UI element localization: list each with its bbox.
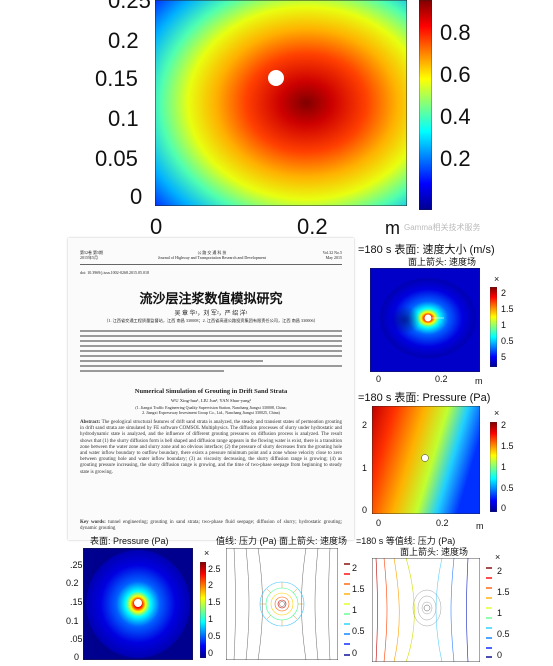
pressure-contour-field xyxy=(372,558,480,662)
colorbar-tick: 0 xyxy=(208,648,214,658)
affiliation-cn: （1. 江西省交通工程质量监督站，江西 南昌 330008；2. 江西省高速公路… xyxy=(104,318,318,323)
x-tick-label: 0 xyxy=(376,374,382,384)
y-tick-label: 0.15 xyxy=(95,66,138,91)
abstract-cn xyxy=(80,330,342,375)
colorbar-multiplier: × xyxy=(494,408,500,418)
plot-subtitle: 面上箭头: 速度场 xyxy=(408,257,477,267)
colorbar-tick: 0.5 xyxy=(497,629,510,639)
colorbar-tick: 1 xyxy=(501,320,507,330)
contour-legend xyxy=(486,567,492,658)
paper-title-cn: 流沙层注浆数值模拟研究 xyxy=(139,292,283,307)
y-tick-label: 0.2 xyxy=(108,28,139,53)
y-tick-label: .15 xyxy=(70,597,83,607)
y-tick-label: 0 xyxy=(130,184,143,209)
top-colorbar xyxy=(419,0,432,210)
y-tick-label: 1 xyxy=(362,463,368,473)
colorbar-tick: 1.5 xyxy=(497,587,510,597)
colorbar-tick: 0.5 xyxy=(501,336,514,346)
x-axis-unit: m xyxy=(475,376,483,386)
colorbar-tick: 1.5 xyxy=(501,441,514,451)
colorbar-tick: 2 xyxy=(352,563,358,573)
y-tick-label: 0.25 xyxy=(108,0,151,13)
colorbar-tick: 2 xyxy=(208,580,214,590)
x-tick-label: 0 xyxy=(376,518,382,528)
x-axis-unit: m xyxy=(385,218,400,238)
colorbar-tick: 5 xyxy=(501,352,507,362)
colorbar-tick: 1.5 xyxy=(208,597,221,607)
colorbar-tick: 0.4 xyxy=(440,104,471,129)
colorbar-tick: 2.5 xyxy=(208,564,221,574)
colorbar-tick: 0.5 xyxy=(208,631,221,641)
doi: doi: 10.3969/j.issn.1002-0268.2015.05.01… xyxy=(80,270,150,275)
y-tick-label: 0 xyxy=(362,505,368,515)
y-tick-label: 0.1 xyxy=(108,106,139,131)
pressure-surface-field xyxy=(372,406,480,514)
colorbar-tick: 2 xyxy=(501,288,507,298)
plot-subtitle: 面上箭头: 速度场 xyxy=(400,547,469,557)
colorbar-tick: 1.5 xyxy=(352,584,365,594)
y-tick-label: 2 xyxy=(362,420,368,430)
colorbar-multiplier: × xyxy=(204,548,210,558)
colorbar xyxy=(490,287,497,367)
plot-title: 值线: 压力 (Pa) 面上箭头: 速度场 xyxy=(216,536,348,546)
colorbar-tick: 0.5 xyxy=(501,483,514,493)
header-rule xyxy=(80,264,342,265)
colorbar-tick: 1 xyxy=(208,614,214,624)
velocity-surface-field xyxy=(155,0,407,206)
keywords: Key words: tunnel engineering; grouting … xyxy=(80,520,342,532)
y-tick-label: 0.1 xyxy=(66,616,79,626)
plot-title: =180 s 等值线: 压力 (Pa) xyxy=(356,536,456,546)
colorbar xyxy=(490,422,497,512)
y-tick-label: 0.2 xyxy=(66,578,79,588)
velocity-surface-field xyxy=(370,268,480,372)
x-tick-label: 0.2 xyxy=(435,374,448,384)
abstract-en: Abstract: The geological structural feat… xyxy=(80,420,342,476)
colorbar xyxy=(200,562,206,658)
y-tick-label: .05 xyxy=(70,634,83,644)
colorbar-multiplier: × xyxy=(495,552,501,562)
colorbar-tick: 0 xyxy=(352,648,358,658)
colorbar-tick: 0.5 xyxy=(352,626,365,636)
y-tick-label: .25 xyxy=(70,560,83,570)
x-tick-label: 0.2 xyxy=(297,214,328,239)
colorbar-tick: 1 xyxy=(352,605,358,615)
journal-volume: Vol.32 No.5 May 2015 xyxy=(322,250,342,260)
colorbar-tick: 0 xyxy=(501,503,507,513)
journal-issue: 第52卷 第5期 2015年5月 xyxy=(80,250,103,260)
grouting-hole-marker xyxy=(268,70,284,86)
pressure-surface-field xyxy=(83,548,193,660)
y-tick-label: 0 xyxy=(74,652,80,662)
x-tick-label: 0 xyxy=(150,214,163,239)
colorbar-tick: 0.2 xyxy=(440,146,471,171)
colorbar-tick: 0.8 xyxy=(440,20,471,45)
colorbar-tick: 1.5 xyxy=(501,304,514,314)
colorbar-tick: 0 xyxy=(497,650,503,660)
colorbar-multiplier: × xyxy=(494,274,500,284)
y-tick-label: 0.05 xyxy=(95,146,138,171)
paper-title-en: Numerical Simulation of Grouting in Drif… xyxy=(134,388,288,395)
watermark: Gamma相关技术服务 xyxy=(404,223,481,232)
pressure-contour-field xyxy=(226,548,338,660)
keywords-label: Key words: xyxy=(80,520,106,525)
affiliation-en-1: (1. Jiangxi Traffic Engineering Quality … xyxy=(135,405,287,410)
paper-page: 第52卷 第5期 2015年5月 公 路 交 通 科 技 Journal of … xyxy=(68,238,354,540)
authors-en: WU Xing-hua¹, LIU Jun², YAN Shao-yang¹ xyxy=(170,398,252,403)
plot-title: =180 s 表面: 速度大小 (m/s) xyxy=(358,244,495,256)
plot-title: 表面: Pressure (Pa) xyxy=(90,536,169,546)
authors-cn: 吴 章 华¹，刘 军²，严 绍 洋¹ xyxy=(174,311,248,317)
plot-title: =180 s 表面: Pressure (Pa) xyxy=(358,392,491,404)
x-tick-label: 0.2 xyxy=(436,518,449,528)
colorbar-tick: 1 xyxy=(497,608,503,618)
colorbar-tick: 1 xyxy=(501,462,507,472)
x-axis-unit: m xyxy=(476,521,484,531)
abstract-text: The geological structural features of dr… xyxy=(80,420,342,475)
abstract-label: Abstract: xyxy=(80,420,101,425)
journal-name: 公 路 交 通 科 技 Journal of Highway and Trans… xyxy=(158,250,266,260)
contour-legend xyxy=(344,563,350,656)
keywords-text: tunnel engineering; grouting in sand str… xyxy=(80,520,342,532)
colorbar-tick: 0.6 xyxy=(440,62,471,87)
affiliation-en-2: 2. Jiangxi Expressway Investment Group C… xyxy=(142,410,280,415)
colorbar-tick: 2 xyxy=(497,566,503,576)
colorbar-tick: 2 xyxy=(501,420,507,430)
